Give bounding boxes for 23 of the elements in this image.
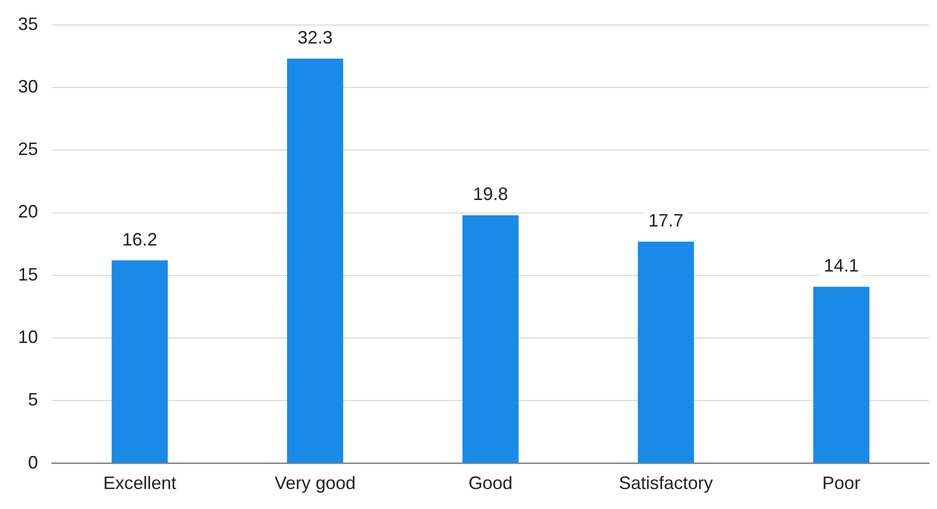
data-label: 16.2 (122, 229, 158, 250)
y-tick-label: 25 (18, 139, 38, 160)
bar (638, 242, 694, 463)
data-label: 17.7 (648, 210, 684, 231)
x-tick-label: Satisfactory (618, 473, 713, 494)
y-tick-label: 10 (18, 327, 38, 348)
x-tick-label: Very good (274, 473, 356, 494)
y-tick-label: 5 (28, 390, 38, 410)
x-tick-label: Poor (822, 473, 860, 494)
data-label: 14.1 (824, 256, 859, 276)
bar (813, 286, 870, 463)
bar (112, 260, 168, 463)
x-tick-label: Excellent (103, 473, 176, 494)
y-tick-label: 20 (18, 202, 38, 222)
bar (462, 215, 519, 463)
y-tick-label: 15 (18, 264, 38, 284)
y-tick-label: 30 (18, 76, 38, 96)
data-label: 32.3 (298, 28, 333, 48)
y-tick-label: 0 (28, 452, 38, 472)
bar (287, 58, 344, 463)
x-tick-label: Good (468, 473, 513, 494)
data-label: 19.8 (472, 184, 508, 204)
y-tick-label: 35 (18, 14, 38, 34)
